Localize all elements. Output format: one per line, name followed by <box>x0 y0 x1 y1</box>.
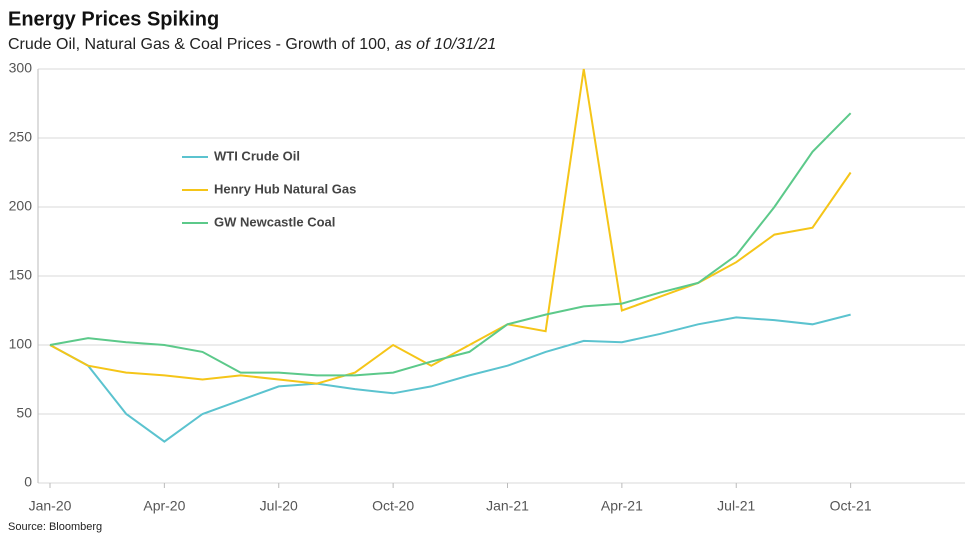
legend-bg <box>178 211 408 235</box>
y-tick-label: 300 <box>9 60 33 76</box>
x-tick-label: Jul-20 <box>260 498 298 514</box>
series-line <box>49 68 852 385</box>
legend-label: Henry Hub Natural Gas <box>214 181 356 196</box>
chart-title: Energy Prices Spiking <box>8 8 219 30</box>
series-line <box>49 112 852 377</box>
y-tick-label: 200 <box>9 198 33 214</box>
legend-bg <box>178 178 408 202</box>
source: Source: Bloomberg <box>8 521 102 533</box>
x-tick-label: Apr-20 <box>143 498 185 514</box>
x-tick-label: Jan-21 <box>486 498 529 514</box>
subtitle-main: Crude Oil, Natural Gas & Coal Prices - G… <box>8 36 390 53</box>
y-tick-label: 150 <box>9 267 33 283</box>
legend-bg <box>178 145 408 169</box>
x-tick-label: Jan-20 <box>29 498 72 514</box>
y-tick-label: 50 <box>16 405 32 421</box>
legend-label: GW Newcastle Coal <box>214 214 335 229</box>
y-tick-label: 0 <box>24 474 32 490</box>
x-tick-label: Oct-20 <box>372 498 414 514</box>
y-tick-label: 250 <box>9 129 33 145</box>
subtitle-note: as of 10/31/21 <box>395 36 496 53</box>
chart-subtitle: Crude Oil, Natural Gas & Coal Prices - G… <box>8 36 496 53</box>
x-tick-label: Jul-21 <box>717 498 755 514</box>
series-line <box>49 313 851 443</box>
y-tick-label: 100 <box>9 336 33 352</box>
legend-label: WTI Crude Oil <box>214 148 300 163</box>
x-tick-label: Oct-21 <box>830 498 872 514</box>
x-tick-label: Apr-21 <box>601 498 643 514</box>
